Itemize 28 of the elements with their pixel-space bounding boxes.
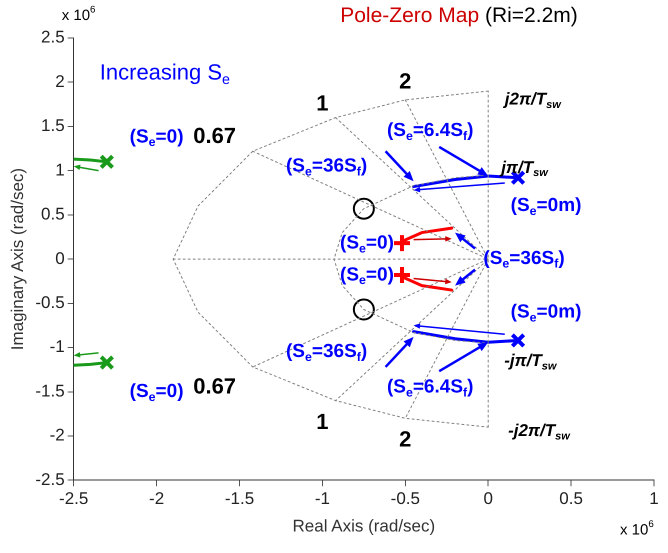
chart-title: Pole-Zero Map — [340, 4, 480, 27]
y-tick-label: 0 — [55, 248, 65, 268]
chart-subtitle: (Ri=2.2m) — [484, 4, 578, 27]
y-tick-label: -1.5 — [35, 381, 65, 400]
y-tick-label: -2.5 — [35, 470, 65, 489]
x-tick-label: 0.5 — [559, 489, 583, 508]
y-tick-label: 1 — [55, 160, 65, 180]
y-tick-label: -2 — [50, 426, 65, 445]
annotation: 0.67 — [193, 123, 236, 148]
annotation: 1 — [316, 408, 329, 434]
y-tick-label: 2 — [55, 72, 65, 91]
y-tick-label: 0.5 — [41, 204, 65, 224]
x-tick-label: 1 — [649, 489, 659, 508]
x-tick-label: 0 — [483, 489, 493, 508]
x-tick-label: -0.5 — [390, 489, 420, 508]
annotation: 2 — [399, 68, 412, 94]
y-tick-label: -0.5 — [35, 293, 65, 312]
y-tick-label: -1 — [50, 337, 65, 356]
annotation: 1 — [316, 90, 329, 116]
annotation: 0.67 — [193, 373, 236, 398]
annotation: 2 — [399, 426, 412, 452]
x-tick-label: -2 — [149, 489, 164, 508]
x-tick-label: -1.5 — [224, 489, 254, 508]
x-tick-label: -1 — [314, 489, 330, 508]
x-axis-title: Real Axis (rad/sec) — [292, 516, 436, 536]
y-tick-label: 1.5 — [41, 116, 65, 136]
y-tick-label: 2.5 — [41, 28, 65, 47]
y-axis-title: Imaginary Axis (rad/sec) — [8, 168, 27, 350]
